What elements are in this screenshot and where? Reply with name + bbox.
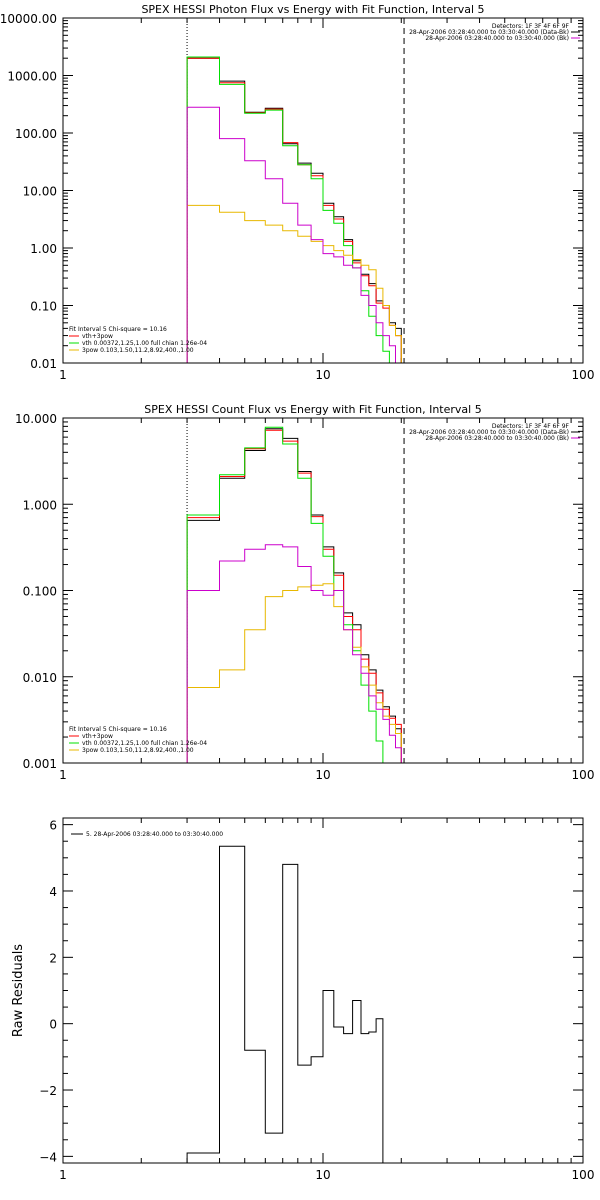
- header-text: 28-Apr-2006 03:28:40.000 to 03:30:40.000…: [409, 29, 569, 36]
- series-4-line: [186, 204, 412, 363]
- chart-3: 1 10 100 −4 −2 0 2 4 6 Raw Residuals 5. 28-Apr-200…: [11, 817, 595, 1182]
- x-tick-label: 10: [315, 368, 330, 382]
- series-1-line: [186, 57, 412, 363]
- y-tick-label: 6: [49, 819, 57, 833]
- plot-area: [186, 845, 412, 1163]
- y-tick-label: 0.10: [30, 300, 57, 314]
- y-tick-label: 0.100: [23, 585, 57, 599]
- y-tick-label: 1.000: [23, 498, 57, 512]
- series-4-line: [186, 583, 412, 763]
- series-5-line: [186, 106, 412, 363]
- plot-area: [186, 56, 412, 363]
- y-tick-label: 1.00: [30, 242, 57, 256]
- header-text: Detectors: 1F 3F 4F 6F 9F: [492, 23, 570, 30]
- legend-label: 5. 28-Apr-2006 03:28:40.000 to 03:30:40.…: [86, 831, 223, 838]
- series-1-line: [186, 428, 412, 763]
- plot-area: [186, 426, 412, 763]
- header-text: 28-Apr-2006 03:28:40.000 to 03:30:40.000…: [425, 35, 569, 42]
- legend-label: vth+3pow: [82, 733, 113, 740]
- x-tick-label: 1: [59, 1168, 67, 1182]
- y-tick-label: −2: [39, 1084, 57, 1098]
- legend-label: vth 0.00372,1.25,1.00 full chian 1.26e-0…: [82, 740, 207, 747]
- y-tick-label: 0.001: [23, 757, 57, 771]
- plot-frame: [62, 417, 584, 764]
- legend-label: vth+3pow: [82, 333, 113, 340]
- y-tick-label: 10000.00: [0, 12, 57, 26]
- chart-1: SPEX HESSI Photon Flux vs Energy with Fi…: [0, 3, 594, 382]
- chart-2: SPEX HESSI Count Flux vs Energy with Fit…: [15, 403, 594, 782]
- y-axis-label: Raw Residuals: [11, 944, 26, 1037]
- y-tick-label: 100.00: [15, 127, 57, 141]
- x-tick-label: 100: [572, 768, 595, 782]
- x-tick-label: 10: [315, 1168, 330, 1182]
- y-tick-label: 0.01: [30, 357, 57, 371]
- x-tick-label: 1: [59, 768, 67, 782]
- legend-title: Fit Interval 5 Chi-square = 10.16: [69, 326, 167, 333]
- series-3-line: [186, 426, 412, 763]
- header-text: 28-Apr-2006 03:28:40.000 to 03:30:40.000…: [409, 429, 569, 436]
- legend-label: 3pow 0.103,1.50,11.2,8.92,400.,1.00: [82, 347, 194, 354]
- x-tick-label: 1: [59, 368, 67, 382]
- series-3-line: [186, 56, 412, 363]
- x-tick-label: 10: [315, 768, 330, 782]
- y-tick-label: 2: [49, 951, 57, 965]
- header-text: 28-Apr-2006 03:28:40.000 to 03:30:40.000…: [425, 435, 569, 442]
- x-tick-label: 100: [572, 368, 595, 382]
- plot-frame: [62, 817, 584, 1164]
- y-tick-label: 4: [49, 885, 57, 899]
- legend-label: vth 0.00372,1.25,1.00 full chian 1.26e-0…: [82, 340, 207, 347]
- y-tick-label: 10.00: [23, 185, 57, 199]
- y-tick-label: 10.000: [15, 412, 57, 426]
- series-5-line: [186, 544, 412, 763]
- y-tick-label: 0: [49, 1018, 57, 1032]
- plot-frame: [62, 17, 584, 364]
- legend-title: Fit Interval 5 Chi-square = 10.16: [69, 726, 167, 733]
- y-tick-label: −4: [39, 1150, 57, 1164]
- y-tick-label: 1000.00: [7, 70, 57, 84]
- x-tick-label: 100: [572, 1168, 595, 1182]
- series-2-line: [186, 429, 412, 763]
- header-text: Detectors: 1F 3F 4F 6F 9F: [492, 423, 570, 430]
- series-1-line: [186, 845, 412, 1163]
- chart-title: SPEX HESSI Count Flux vs Energy with Fit…: [144, 403, 481, 416]
- y-tick-label: 0.010: [23, 671, 57, 685]
- series-2-line: [186, 57, 412, 363]
- legend-label: 3pow 0.103,1.50,11.2,8.92,400.,1.00: [82, 747, 194, 754]
- chart-title: SPEX HESSI Photon Flux vs Energy with Fi…: [141, 3, 484, 16]
